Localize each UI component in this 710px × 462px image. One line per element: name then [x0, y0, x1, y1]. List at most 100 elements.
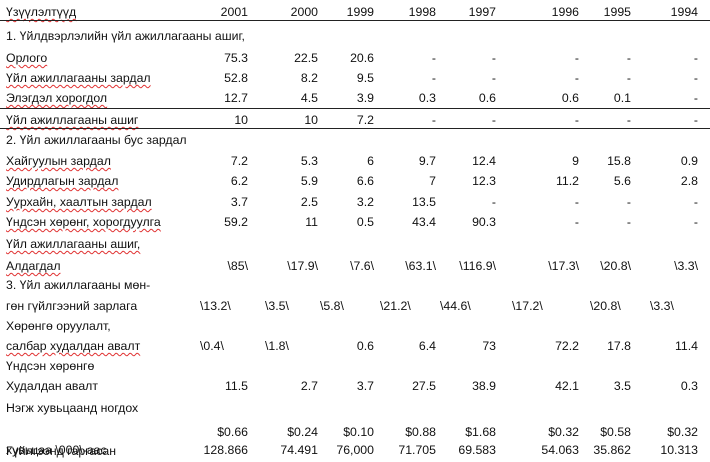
value-cell: - — [574, 195, 579, 209]
row-label: хувьцаа \000\-аас — [6, 443, 107, 457]
row-label: Үндсэн хөрөнгө — [6, 359, 95, 373]
value-cell: 0.6 — [478, 91, 496, 105]
value-cell: - — [491, 195, 496, 209]
value-cell: 2.7 — [300, 379, 318, 393]
value-cell: - — [574, 215, 579, 229]
value-cell: 3.7 — [230, 195, 248, 209]
table-row: Гүйлгээнд гаргасан — [0, 441, 710, 461]
value-cell: - — [693, 91, 698, 105]
value-cell: 75.3 — [224, 51, 248, 65]
row-label: Үйл ажиллагааны ашиг — [6, 113, 139, 127]
value-cell: 38.9 — [472, 379, 496, 393]
value-cell: \1.8\ — [265, 339, 289, 353]
value-cell: \17.2\ — [512, 299, 543, 313]
table-row: Худалдан авалт 11.5 2.7 3.7 27.5 38.9 42.1 3.5 0… — [0, 376, 710, 396]
table-row: Үндсэн хөрөнгө — [0, 356, 710, 376]
table-row: Удирдлагын зардал 6.2 5.9 6.6 7 12.3 11.2 5.6 2.… — [0, 171, 710, 191]
row-label: 3. Үйл ажиллагааны мөн- — [6, 278, 151, 292]
value-cell: - — [574, 113, 579, 127]
table-row: Үйл ажиллагааны ашиг 10 10 7.2 - - - - - — [0, 110, 710, 130]
value-cell: - — [693, 71, 698, 85]
value-cell: - — [491, 51, 496, 65]
year-header-4: 1997 — [468, 5, 496, 19]
value-cell: 11 — [305, 215, 318, 229]
value-cell: 5.6 — [613, 174, 631, 188]
year-header-3: 1998 — [408, 5, 436, 19]
value-cell: 15.8 — [607, 154, 631, 168]
value-cell: \20.8\ — [590, 299, 621, 313]
value-cell: 10 — [304, 113, 318, 127]
divider-line — [0, 128, 710, 129]
value-cell: 0.9 — [680, 154, 698, 168]
value-cell: 3.5 — [613, 379, 631, 393]
value-cell: $0.66 — [217, 425, 248, 439]
table-row: Үндсэн хөрөнг, хорогдуулга 59.2 11 0.5 43.4 9… — [0, 212, 710, 232]
value-cell: - — [431, 113, 436, 127]
table-row: Алдагдал \85\ \17.9\ \7.6\ \63.1\ \116.9\ \17.… — [0, 256, 710, 276]
value-cell: 0.3 — [418, 91, 436, 105]
table-row: Хөрөнгө оруулалт, — [0, 316, 710, 336]
value-cell: 3.2 — [356, 195, 374, 209]
value-cell: 11.2 — [555, 174, 579, 188]
row-label: Хөрөнгө оруулалт, — [6, 319, 111, 333]
value-cell: $1.68 — [465, 425, 496, 439]
value-cell: \5.8\ — [320, 299, 344, 313]
table-row: Элэгдэл хорогдол 12.7 4.5 3.9 0.3 0.6 0.6 0.1 - — [0, 88, 710, 108]
value-cell: 6.6 — [356, 174, 374, 188]
value-cell: 0.1 — [613, 91, 631, 105]
value-cell: - — [431, 51, 436, 65]
value-cell: \3.5\ — [265, 299, 289, 313]
year-header-7: 1994 — [670, 5, 698, 19]
value-cell: 0.6 — [561, 91, 579, 105]
value-cell: - — [491, 113, 496, 127]
header-row: Үзүүлэлтүүд 2001 2000 1999 1998 1997 1996 1995 1… — [0, 2, 710, 22]
value-cell: 35.862 — [593, 443, 631, 457]
table-row: салбар худалдан авалт \0.4\ \1.8\ 0.6 6.4 73 7… — [0, 336, 710, 356]
value-cell: 72.2 — [555, 339, 579, 353]
value-cell: \0.4\ — [200, 339, 224, 353]
value-cell: 5.3 — [300, 154, 318, 168]
value-cell: 27.5 — [412, 379, 436, 393]
value-cell: 2.8 — [680, 174, 698, 188]
value-cell: 11.4 — [674, 339, 698, 353]
row-label: Хайгуулын зардал — [6, 154, 111, 168]
table-row: Нэгж хувьцаанд ногдох — [0, 398, 710, 418]
table-row: Үйл ажиллагааны ашиг, — [0, 234, 710, 254]
value-cell: 12.7 — [224, 91, 248, 105]
value-cell: 74.491 — [280, 443, 318, 457]
row-label: Алдагдал — [6, 259, 61, 273]
year-header-5: 1996 — [551, 5, 579, 19]
row-label: 1. Үйлдвэрлэлийн үйл ажиллагааны ашиг, — [6, 29, 245, 43]
value-cell: 76,000 — [336, 443, 374, 457]
value-cell: $0.32 — [667, 425, 698, 439]
value-cell: 128.866 — [203, 443, 248, 457]
row-label: салбар худалдан авалт — [6, 339, 141, 353]
value-cell: - — [693, 215, 698, 229]
value-cell: \116.9\ — [459, 259, 496, 273]
table-row: Уурхайн, хаалтын зардал 3.7 2.5 3.2 13.5 - - - - — [0, 192, 710, 212]
table-row: гөн гүйлгээний зарлага \13.2\ \3.5\ \5.8\ \2… — [0, 296, 710, 316]
value-cell: \44.6\ — [440, 299, 471, 313]
value-cell: 0.5 — [356, 215, 374, 229]
value-cell: 13.5 — [412, 195, 436, 209]
value-cell: $0.10 — [343, 425, 374, 439]
value-cell: 12.3 — [472, 174, 496, 188]
value-cell: \17.3\ — [548, 259, 579, 273]
value-cell: 11.5 — [224, 379, 248, 393]
value-cell: \85\ — [227, 259, 248, 273]
table-row: $0.66 $0.24 $0.10 $0.88 $1.68 $0.32 $0.58 $0.32 — [0, 422, 710, 442]
row-label: Элэгдэл хорогдол — [6, 91, 108, 105]
value-cell: 42.1 — [555, 379, 579, 393]
value-cell: 0.6 — [356, 339, 374, 353]
year-header-2: 1999 — [346, 5, 374, 19]
value-cell: \7.6\ — [350, 259, 374, 273]
value-cell: - — [626, 51, 631, 65]
year-header-0: 2001 — [220, 5, 248, 19]
table-row: Хайгуулын зардал 7.2 5.3 6 9.7 12.4 9 15.8 0.9 — [0, 151, 710, 171]
value-cell: - — [693, 51, 698, 65]
value-cell: 69.583 — [458, 443, 496, 457]
value-cell: - — [626, 215, 631, 229]
table-row: Орлого 75.3 22.5 20.6 - - - - - — [0, 48, 710, 68]
row-label: Нэгж хувьцаанд ногдох — [6, 401, 139, 415]
